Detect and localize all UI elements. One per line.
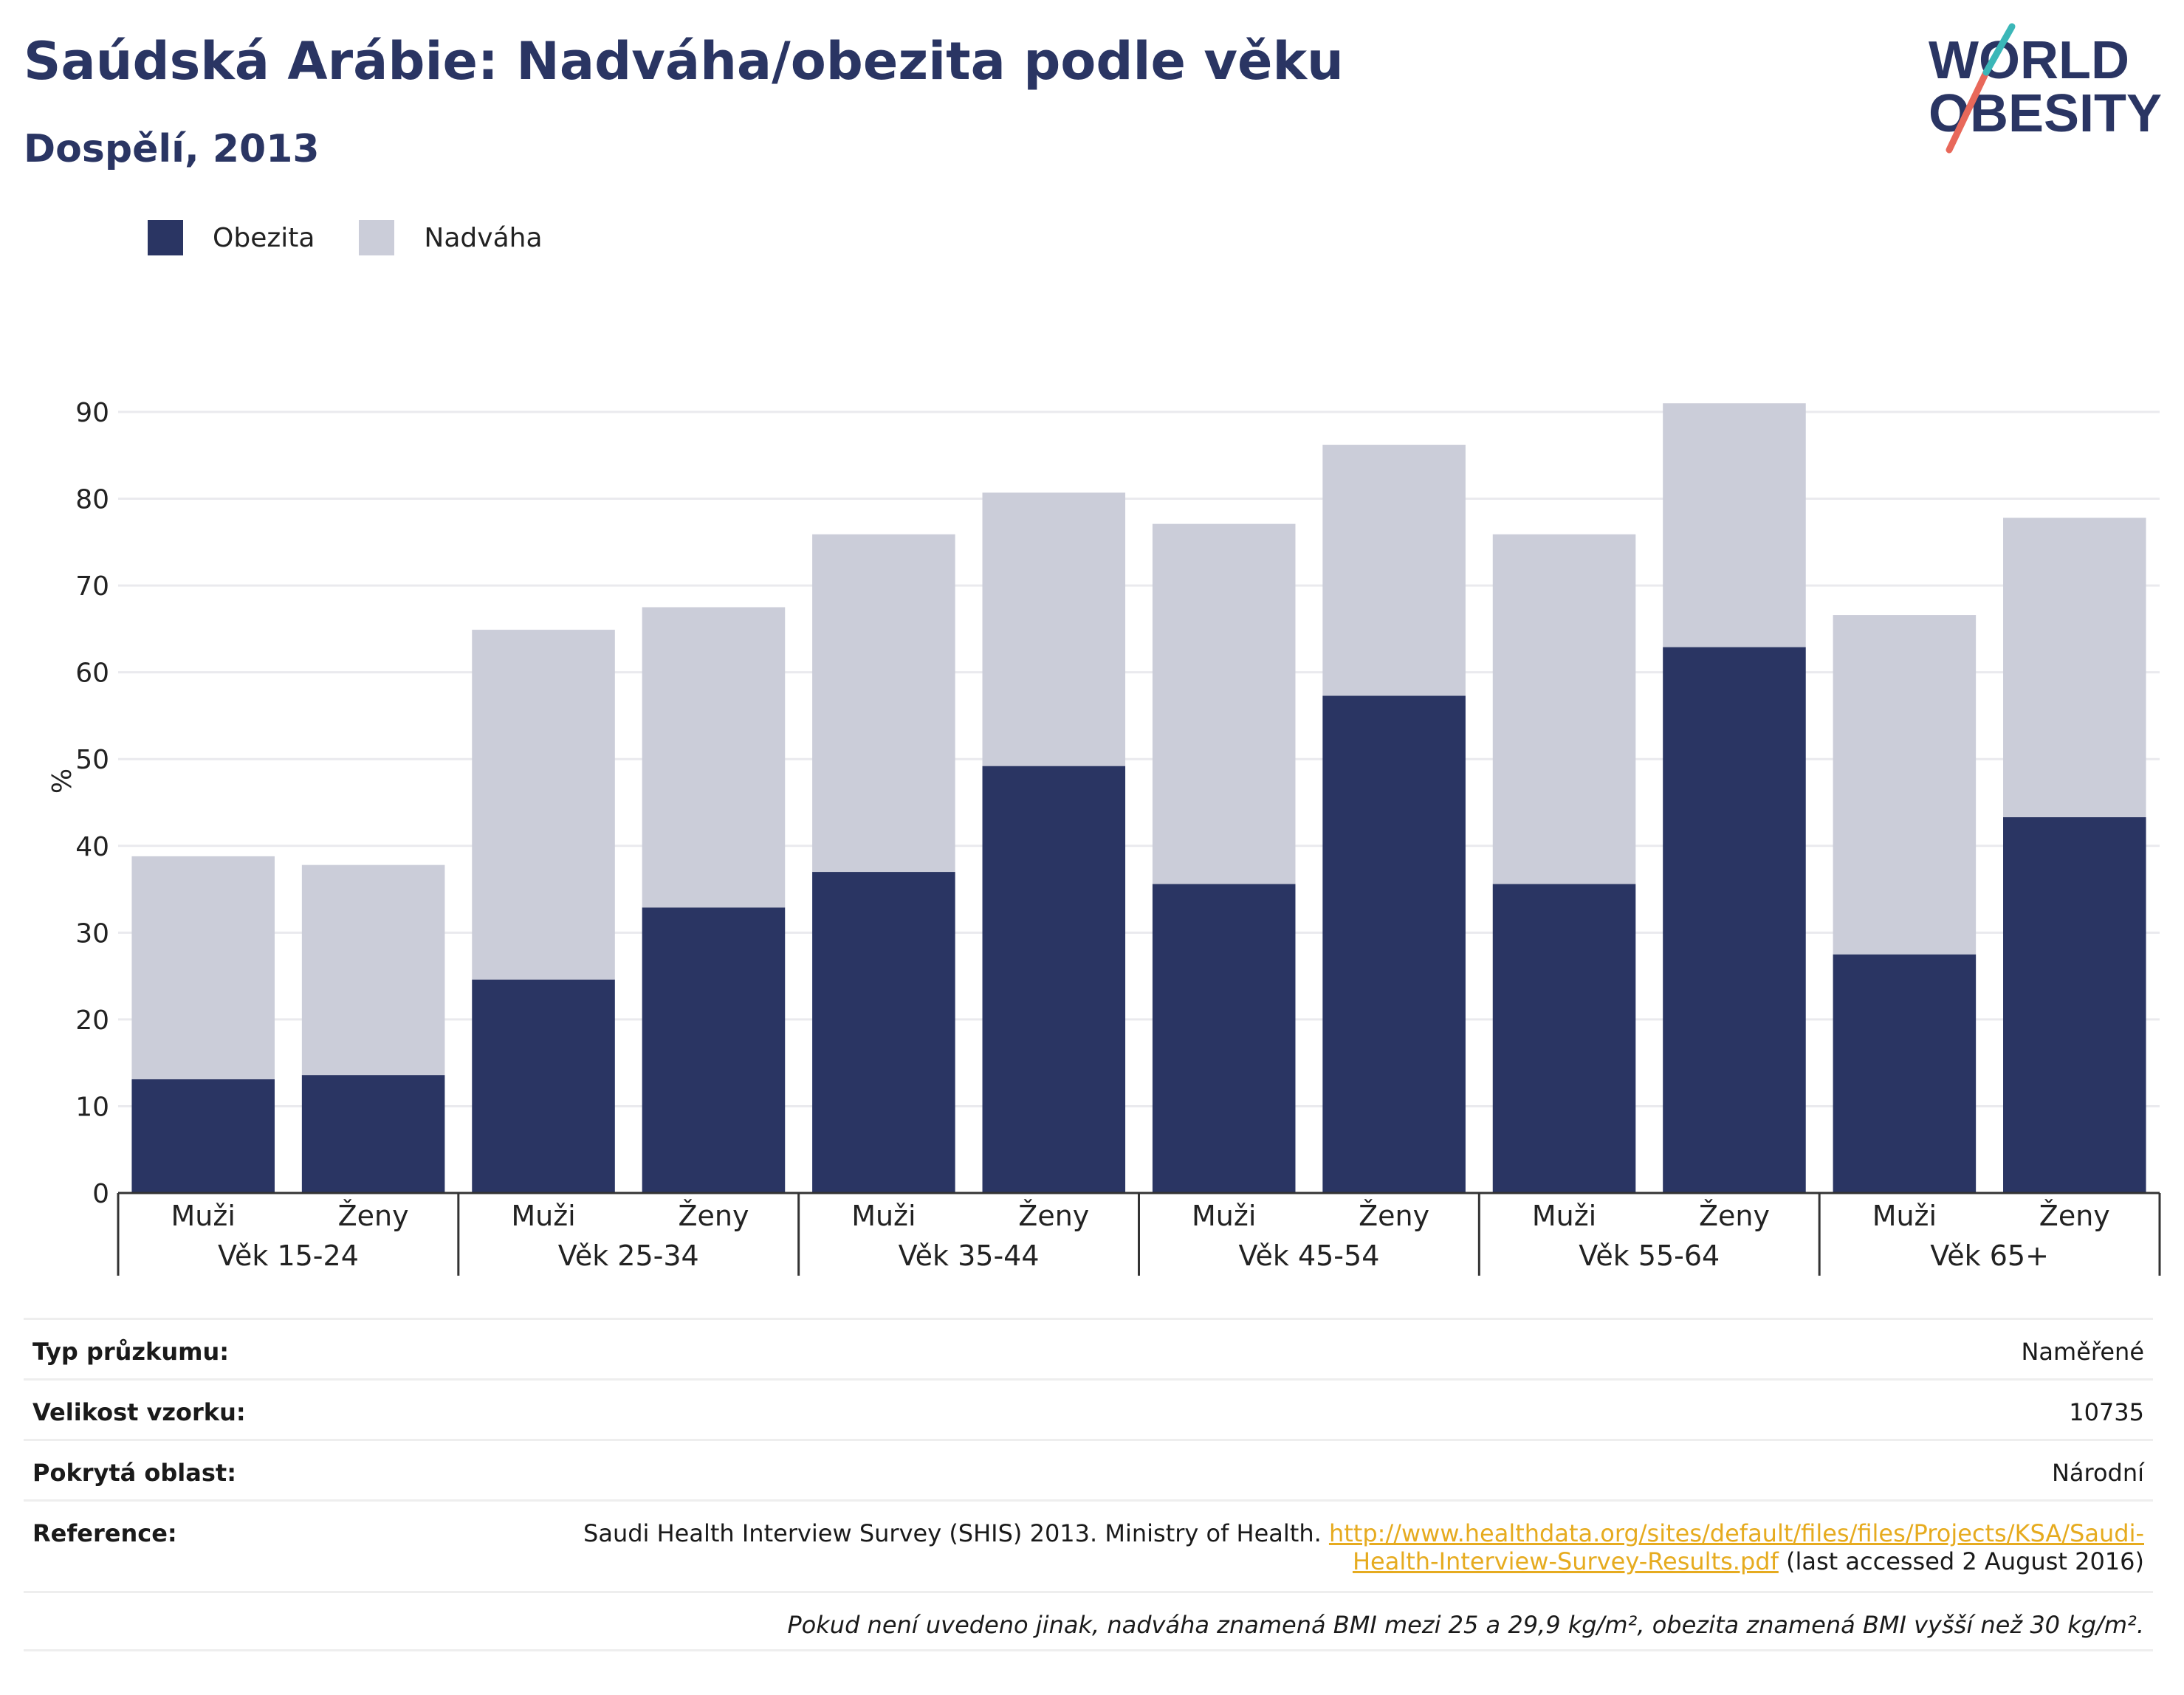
bar-nadvaha (812, 534, 955, 873)
bar-nadvaha (301, 864, 445, 1076)
area-value: Národní (2051, 1459, 2144, 1487)
x-subcategory-label: Ženy (338, 1200, 409, 1232)
x-subcategory-label: Muži (1532, 1200, 1596, 1232)
x-subcategory-label: Ženy (1359, 1200, 1429, 1232)
bar-nadvaha (472, 630, 615, 980)
x-subcategory-label: Muži (171, 1200, 236, 1232)
x-subcategory-label: Ženy (1018, 1200, 1089, 1232)
info-row-survey-type: Typ průzkumu: Naměřené (24, 1318, 2153, 1378)
bar-nadvaha (131, 856, 275, 1080)
info-row-area: Pokrytá oblast: Národní (24, 1439, 2153, 1499)
reference-link[interactable]: http://www.healthdata.org/sites/default/… (1328, 1519, 2144, 1547)
x-subcategory-label: Muži (1872, 1200, 1937, 1232)
x-group-label: Věk 65+ (1930, 1240, 2049, 1272)
bar-nadvaha (1833, 615, 1977, 955)
x-group-label: Věk 55-64 (1579, 1240, 1720, 1272)
bar-obezita (2003, 816, 2146, 1193)
x-subcategory-label: Muži (1192, 1200, 1256, 1232)
bar-nadvaha (982, 492, 1126, 766)
bar-nadvaha (1663, 403, 1806, 647)
y-tick-label: 60 (75, 659, 109, 689)
bar-obezita (1833, 954, 1977, 1193)
bar-obezita (642, 907, 786, 1193)
survey-type-label: Typ průzkumu: (32, 1338, 230, 1366)
logo-text-world: WORLD (1929, 31, 2129, 90)
world-obesity-logo: WORLD OBESITY (1929, 23, 2162, 154)
x-subcategory-label: Ženy (2039, 1200, 2110, 1232)
x-group-label: Věk 35-44 (899, 1240, 1040, 1272)
y-tick-label: 70 (75, 571, 109, 602)
area-label: Pokrytá oblast: (32, 1459, 236, 1487)
bar-nadvaha (1152, 523, 1296, 884)
legend-item-nadvaha[interactable]: Nadváha (359, 220, 543, 255)
y-tick-label: 0 (92, 1179, 109, 1209)
sample-size-value: 10735 (2069, 1398, 2144, 1426)
page-subtitle: Dospělí, 2013 (24, 127, 320, 171)
y-tick-label: 50 (75, 745, 109, 775)
x-group-label: Věk 45-54 (1238, 1240, 1379, 1272)
bar-obezita (301, 1075, 445, 1193)
info-row-reference: Reference: Saudi Health Interview Survey… (24, 1499, 2153, 1591)
gridlines (118, 410, 2160, 1107)
x-subcategory-label: Muži (851, 1200, 916, 1232)
bar-obezita (1663, 647, 1806, 1193)
bar-obezita (812, 872, 955, 1193)
legend-label: Nadváha (424, 222, 543, 253)
x-subcategory-label: Muži (511, 1200, 575, 1232)
bar-nadvaha (642, 607, 786, 908)
y-tick-label: 90 (75, 398, 109, 428)
legend-swatch-obezita (148, 220, 183, 255)
bars (131, 403, 2146, 1193)
y-tick-label: 80 (75, 485, 109, 515)
sample-size-label: Velikost vzorku: (32, 1398, 246, 1426)
y-tick-label: 20 (75, 1005, 109, 1036)
bar-obezita (131, 1079, 275, 1193)
logo-slash-teal (1982, 23, 2016, 76)
bar-obezita (982, 766, 1126, 1193)
reference-label: Reference: (32, 1519, 177, 1547)
legend-label: Obezita (213, 222, 315, 253)
bar-nadvaha (1322, 444, 1466, 696)
reference-link-cont[interactable]: Health-Interview-Survey-Results.pdf (1352, 1547, 1779, 1575)
bar-obezita (1152, 884, 1296, 1193)
reference-value: Saudi Health Interview Survey (SHIS) 201… (583, 1519, 2144, 1575)
y-tick-label: 30 (75, 918, 109, 949)
legend-item-obezita[interactable]: Obezita (148, 220, 315, 255)
x-group-label: Věk 25-34 (558, 1240, 699, 1272)
bar-obezita (472, 979, 615, 1193)
y-axis-label: % (45, 769, 75, 794)
info-row-note: Pokud není uvedeno jinak, nadváha znamen… (24, 1591, 2153, 1651)
legend-swatch-nadvaha (359, 220, 395, 255)
x-subcategory-label: Ženy (678, 1200, 749, 1232)
bar-obezita (1492, 884, 1636, 1193)
info-row-sample-size: Velikost vzorku: 10735 (24, 1378, 2153, 1439)
stacked-bar-chart: 0 10 20 30 40 50 60 70 80 90 Muži Ženy Věk 15-24 Muži… (45, 398, 2161, 1276)
bar-nadvaha (2003, 518, 2146, 817)
page-title: Saúdská Arábie: Nadváha/obezita podle vě… (24, 31, 1344, 92)
bar-obezita (1322, 695, 1466, 1193)
x-group-label: Věk 15-24 (218, 1240, 359, 1272)
reference-suffix: (last accessed 2 August 2016) (1786, 1547, 2144, 1575)
y-tick-label: 40 (75, 832, 109, 862)
x-subcategory-label: Ženy (1699, 1200, 1770, 1232)
axes: 0 10 20 30 40 50 60 70 80 90 Muži Ženy Věk 15-24 Muži… (75, 398, 2161, 1276)
logo-slash-red (1946, 69, 1990, 154)
survey-type-value: Naměřené (2021, 1338, 2144, 1366)
bar-nadvaha (1492, 534, 1636, 884)
survey-info-table: Typ průzkumu: Naměřené Velikost vzorku: … (24, 1318, 2153, 1651)
bmi-note: Pokud není uvedeno jinak, nadváha znamen… (787, 1611, 2144, 1639)
reference-text: Saudi Health Interview Survey (SHIS) 201… (583, 1519, 1322, 1547)
chart-legend: Obezita Nadváha (148, 220, 587, 255)
y-tick-label: 10 (75, 1092, 109, 1122)
